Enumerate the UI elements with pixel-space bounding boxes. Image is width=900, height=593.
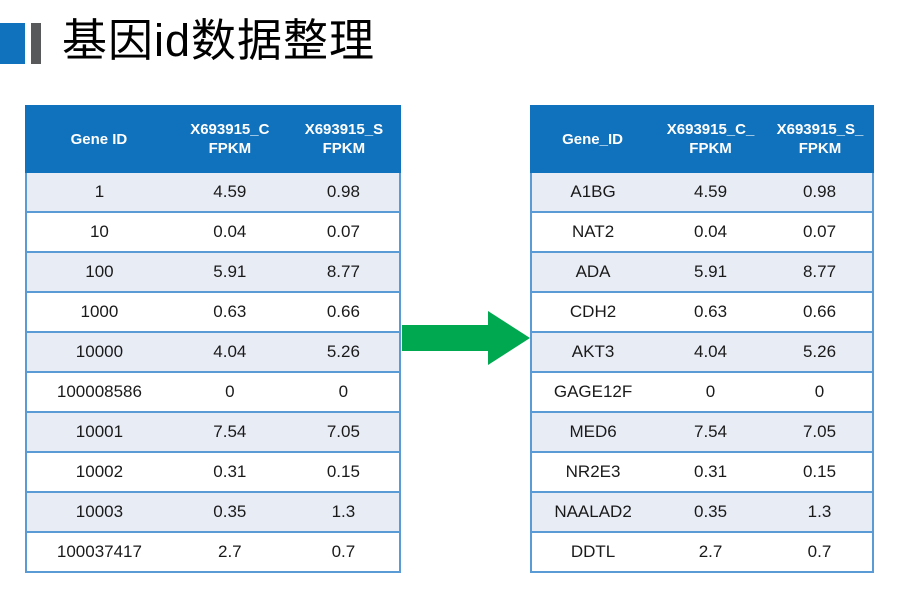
table-cell: 0.66 [766,291,875,333]
table-cell: 0 [287,371,402,413]
table-row: 100008586 0 0 [25,371,402,413]
table-header-row: Gene_ID X693915_C_ FPKM X693915_S_ FPKM [529,105,875,173]
table-cell: 0.07 [287,211,402,253]
gene-symbol-table: Gene_ID X693915_C_ FPKM X693915_S_ FPKM … [529,105,875,573]
table-row: MED6 7.54 7.05 [529,411,875,453]
table-cell: 0.35 [654,491,767,533]
table-row: 100 5.91 8.77 [25,251,402,293]
table-cell: 10003 [25,491,172,533]
table-row: CDH2 0.63 0.66 [529,291,875,333]
table-cell: 4.04 [654,331,767,373]
table-row: 1000 0.63 0.66 [25,291,402,333]
table-cell: 5.91 [171,251,288,293]
table-cell: 4.59 [654,171,767,213]
table-cell: 0 [766,371,875,413]
table-cell: 10000 [25,331,172,373]
table-cell: 5.91 [654,251,767,293]
page-title: 基因id数据整理 [62,15,376,66]
title-accent-blue-square [0,23,25,64]
table-cell: 8.77 [766,251,875,293]
table-cell: CDH2 [529,291,655,333]
table-row: 10002 0.31 0.15 [25,451,402,493]
table-cell: 0.7 [287,531,402,573]
table-cell: NR2E3 [529,451,655,493]
table-cell: NAALAD2 [529,491,655,533]
table-cell: 4.59 [171,171,288,213]
table-cell: 7.54 [171,411,288,453]
table-cell: 0.63 [654,291,767,333]
table-cell: 100008586 [25,371,172,413]
table-cell: 0 [171,371,288,413]
table-cell: 0.7 [766,531,875,573]
table-cell: 0.31 [171,451,288,493]
table-cell: 0.04 [654,211,767,253]
table-cell: 5.26 [287,331,402,373]
table-row: 10001 7.54 7.05 [25,411,402,453]
table-cell: AKT3 [529,331,655,373]
table-row: NAALAD2 0.35 1.3 [529,491,875,533]
table-cell: 0.15 [287,451,402,493]
table-cell: 0.98 [766,171,875,213]
table-cell: 1000 [25,291,172,333]
column-header-s-fpkm: X693915_S FPKM [286,105,402,173]
column-header-c-fpkm: X693915_C_ FPKM [653,105,768,173]
table-cell: 1.3 [766,491,875,533]
table-cell: 7.54 [654,411,767,453]
table-row: 10 0.04 0.07 [25,211,402,253]
table-row: DDTL 2.7 0.7 [529,531,875,573]
arrow-right-icon [402,311,530,365]
table-cell: 0.66 [287,291,402,333]
table-cell: 100 [25,251,172,293]
column-header-c-fpkm: X693915_C FPKM [170,105,289,173]
column-header-gene-id: Gene ID [25,105,173,173]
table-cell: 5.26 [766,331,875,373]
table-cell: 0.15 [766,451,875,493]
table-cell: DDTL [529,531,655,573]
table-cell: 0.98 [287,171,402,213]
table-cell: 0.63 [171,291,288,333]
column-header-gene-id: Gene_ID [529,105,656,173]
title-accent-gray-bar [31,23,41,64]
table-cell: 8.77 [287,251,402,293]
table-cell: 4.04 [171,331,288,373]
table-cell: A1BG [529,171,655,213]
table-cell: 10001 [25,411,172,453]
table-cell: 7.05 [287,411,402,453]
table-row: NAT2 0.04 0.07 [529,211,875,253]
table-row: AKT3 4.04 5.26 [529,331,875,373]
table-header-row: Gene ID X693915_C FPKM X693915_S FPKM [25,105,402,173]
table-cell: 7.05 [766,411,875,453]
table-cell: GAGE12F [529,371,655,413]
table-cell: 0.35 [171,491,288,533]
column-header-s-fpkm: X693915_S_ FPKM [765,105,875,173]
table-cell: 10002 [25,451,172,493]
table-cell: 1 [25,171,172,213]
table-row: 10000 4.04 5.26 [25,331,402,373]
table-cell: 0.31 [654,451,767,493]
table-cell: 0.04 [171,211,288,253]
table-row: 1 4.59 0.98 [25,171,402,213]
table-cell: ADA [529,251,655,293]
table-cell: NAT2 [529,211,655,253]
table-cell: 2.7 [171,531,288,573]
table-row: ADA 5.91 8.77 [529,251,875,293]
table-row: A1BG 4.59 0.98 [529,171,875,213]
table-row: GAGE12F 0 0 [529,371,875,413]
table-cell: MED6 [529,411,655,453]
table-cell: 10 [25,211,172,253]
table-cell: 0 [654,371,767,413]
table-cell: 1.3 [287,491,402,533]
table-cell: 2.7 [654,531,767,573]
table-row: 100037417 2.7 0.7 [25,531,402,573]
table-cell: 100037417 [25,531,172,573]
table-row: NR2E3 0.31 0.15 [529,451,875,493]
table-row: 10003 0.35 1.3 [25,491,402,533]
table-cell: 0.07 [766,211,875,253]
